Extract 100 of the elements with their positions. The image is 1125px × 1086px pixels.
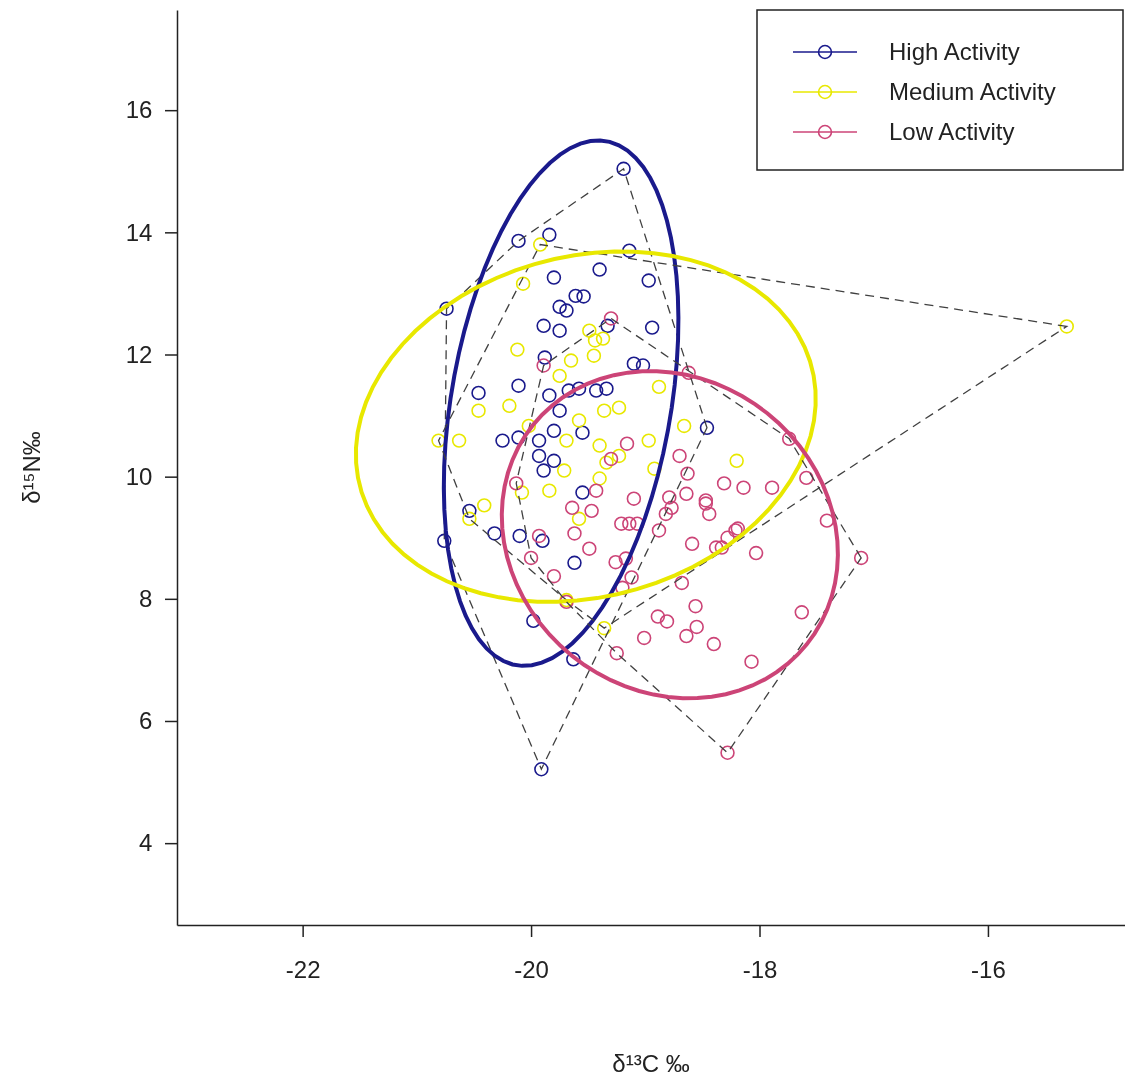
point xyxy=(510,342,525,357)
point xyxy=(588,483,604,498)
point xyxy=(546,270,562,285)
point xyxy=(748,545,764,561)
point xyxy=(586,348,602,363)
y-tick-label: 16 xyxy=(125,96,153,124)
point xyxy=(651,523,667,538)
point xyxy=(439,301,454,316)
point xyxy=(681,365,696,381)
point xyxy=(662,490,677,505)
y-tick-label: 6 xyxy=(139,707,153,735)
point xyxy=(532,237,548,252)
point xyxy=(596,403,612,418)
legend-label: High Activity xyxy=(889,38,1020,65)
point xyxy=(508,476,524,491)
point xyxy=(674,575,690,591)
x-tick-label: -16 xyxy=(971,956,1006,984)
point xyxy=(487,526,502,541)
point xyxy=(552,368,567,384)
point xyxy=(514,485,530,500)
y-tick-label: 12 xyxy=(125,340,153,368)
legend-label: Low Activity xyxy=(889,118,1015,145)
point xyxy=(471,385,486,401)
legend-label: Medium Activity xyxy=(889,78,1056,105)
point xyxy=(624,570,639,585)
point xyxy=(592,262,607,277)
point xyxy=(592,471,607,486)
point xyxy=(552,299,567,315)
point xyxy=(603,311,619,326)
point xyxy=(799,470,814,486)
y-tick-label: 10 xyxy=(125,462,153,490)
point xyxy=(536,318,551,334)
point xyxy=(568,288,583,304)
point xyxy=(575,425,590,440)
point xyxy=(567,555,582,571)
point xyxy=(546,453,562,468)
point xyxy=(462,511,477,527)
point xyxy=(437,533,452,549)
point xyxy=(680,466,695,481)
point xyxy=(716,476,732,491)
point xyxy=(650,609,666,624)
point xyxy=(531,528,547,544)
point xyxy=(564,500,580,516)
point xyxy=(781,431,797,447)
point xyxy=(542,227,557,242)
point xyxy=(515,276,531,291)
x-tick-label: -18 xyxy=(742,956,778,984)
point xyxy=(462,503,477,519)
point xyxy=(609,645,624,661)
point xyxy=(559,433,574,448)
point xyxy=(531,433,547,448)
point xyxy=(603,451,619,467)
point xyxy=(576,289,591,304)
point xyxy=(794,605,809,620)
point xyxy=(611,448,627,464)
point xyxy=(647,461,662,476)
point xyxy=(689,619,704,635)
point xyxy=(599,381,614,396)
x-tick-label: -22 xyxy=(285,956,321,984)
point xyxy=(614,516,629,531)
point xyxy=(531,448,547,464)
point xyxy=(688,598,703,614)
point xyxy=(699,420,715,436)
point xyxy=(596,620,612,636)
point xyxy=(819,513,835,528)
point xyxy=(556,463,572,478)
point xyxy=(641,273,656,288)
point xyxy=(626,491,642,506)
point xyxy=(592,438,607,453)
point xyxy=(542,388,557,403)
point xyxy=(502,398,517,414)
point xyxy=(599,455,614,470)
point xyxy=(537,350,553,365)
point xyxy=(477,498,492,513)
point xyxy=(567,526,582,541)
point xyxy=(616,161,631,177)
point xyxy=(536,463,551,478)
point xyxy=(582,323,597,338)
point xyxy=(644,320,660,335)
point xyxy=(495,433,510,448)
y-tick-label: 8 xyxy=(139,585,153,613)
point xyxy=(575,485,590,500)
point xyxy=(587,333,603,348)
point xyxy=(626,356,642,371)
point xyxy=(684,536,700,552)
point xyxy=(546,423,562,439)
point xyxy=(584,503,599,519)
point xyxy=(600,318,615,334)
point xyxy=(736,480,751,495)
point xyxy=(511,378,526,393)
point xyxy=(542,483,557,498)
point xyxy=(534,762,549,777)
point xyxy=(706,636,722,652)
point xyxy=(658,506,674,522)
point xyxy=(744,654,759,669)
point xyxy=(571,381,587,396)
point xyxy=(566,652,581,667)
point xyxy=(714,540,730,555)
point xyxy=(664,500,679,516)
point xyxy=(451,433,467,448)
